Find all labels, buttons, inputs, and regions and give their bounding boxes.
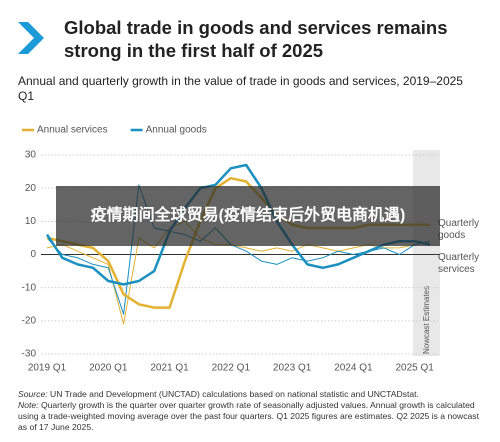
note-text: Quarterly growth is the quarter over qua… (18, 400, 479, 432)
y-tick-label: -30 (22, 349, 37, 360)
chart-subtitle: Annual and quarterly growth in the value… (18, 74, 463, 103)
legend-label: Annual services (37, 125, 108, 136)
note: Note: Quarterly growth is the quarter ov… (18, 400, 488, 433)
series-direct-label: Quarterly goods (438, 218, 480, 241)
x-tick-label: 2024 Q1 (334, 363, 373, 374)
logo (18, 22, 44, 54)
y-tick-label: 30 (25, 150, 37, 161)
x-tick-label: 2023 Q1 (273, 363, 312, 374)
y-tick-label: 0 (30, 249, 36, 260)
y-tick-label: 10 (25, 216, 37, 227)
source: Source: UN Trade and Development (UNCTAD… (18, 389, 488, 400)
source-text: UN Trade and Development (UNCTAD) calcul… (50, 389, 419, 399)
note-label: Note: (18, 400, 39, 410)
x-tick-label: 2025 Q1 (395, 363, 434, 374)
overlay-banner: 疫情期间全球贸易(疫情结束后外贸电商机遇) (56, 186, 440, 246)
notes: Source: UN Trade and Development (UNCTAD… (18, 389, 488, 433)
y-tick-label: -10 (22, 282, 37, 293)
y-tick-label: 20 (25, 183, 37, 194)
x-tick-label: 2021 Q1 (150, 363, 189, 374)
source-label: Source: (18, 389, 48, 399)
x-tick-label: 2019 Q1 (28, 363, 67, 374)
nowcast-label: Nowcast Estimates (422, 286, 431, 354)
legend-label: Annual goods (146, 125, 207, 136)
series-direct-label: Quarterly services (438, 252, 480, 275)
chart-title: Global trade in goods and services remai… (64, 17, 448, 61)
series-line (45, 163, 431, 286)
x-tick-label: 2020 Q1 (89, 363, 128, 374)
x-tick-label: 2022 Q1 (212, 363, 251, 374)
nowcast-band (413, 150, 440, 356)
y-tick-label: -20 (22, 315, 37, 326)
